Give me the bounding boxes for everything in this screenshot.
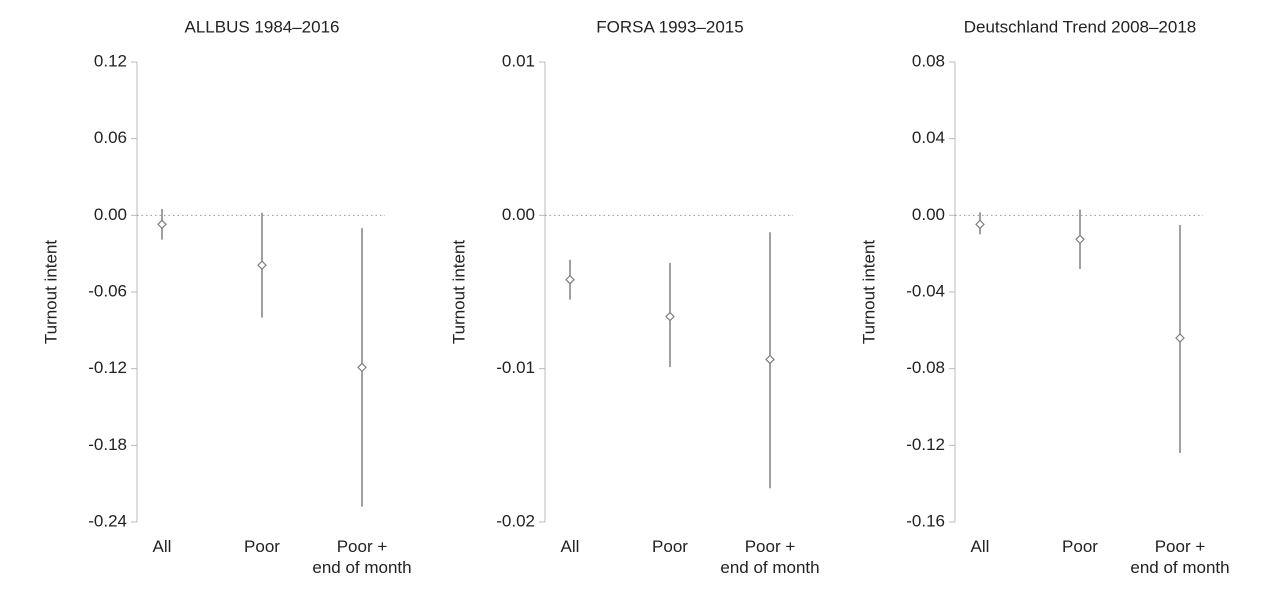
y-tick-label: -0.08	[906, 358, 945, 377]
panel-title: ALLBUS 1984–2016	[184, 17, 339, 36]
y-tick-label: 0.06	[94, 128, 127, 147]
y-tick-label: 0.01	[502, 51, 535, 70]
point-estimate	[975, 219, 985, 230]
y-tick-label: -0.24	[88, 511, 127, 530]
point-estimate	[157, 219, 167, 230]
y-axis-label: Turnout intent	[41, 240, 60, 345]
y-tick-label: 0.00	[502, 205, 535, 224]
y-tick-label: 0.08	[912, 51, 945, 70]
point-estimate	[565, 274, 575, 285]
x-tick-label: All	[560, 537, 580, 556]
point-estimate	[257, 260, 267, 271]
panel-title: Deutschland Trend 2008–2018	[964, 17, 1197, 36]
point-estimate	[1175, 333, 1185, 343]
y-axis-label: Turnout intent	[859, 240, 878, 345]
point-estimate	[765, 354, 775, 365]
x-tick-label: Poor	[652, 537, 688, 556]
y-tick-label: -0.01	[496, 358, 535, 377]
x-tick-label: Poor	[1062, 537, 1098, 556]
y-tick-label: -0.04	[906, 281, 945, 300]
y-tick-label: -0.12	[88, 358, 127, 377]
y-axis-label: Turnout intent	[449, 240, 468, 345]
x-tick-label: Poor	[244, 537, 280, 556]
y-tick-label: 0.00	[912, 205, 945, 224]
x-tick-label: Poor + end of month	[1130, 537, 1230, 577]
y-tick-label: 0.04	[912, 128, 945, 147]
point-estimate	[665, 311, 675, 322]
y-tick-label: -0.16	[906, 511, 945, 530]
x-tick-label: All	[152, 537, 172, 556]
point-estimate	[1075, 234, 1085, 245]
y-tick-label: -0.02	[496, 511, 535, 530]
panel-title: FORSA 1993–2015	[596, 17, 743, 36]
y-tick-label: 0.12	[94, 51, 127, 70]
y-tick-label: -0.06	[88, 281, 127, 300]
x-tick-label: Poor + end of month	[312, 537, 412, 577]
x-tick-label: All	[970, 537, 990, 556]
y-tick-label: -0.12	[906, 435, 945, 454]
point-estimate	[357, 362, 367, 373]
y-tick-label: -0.18	[88, 435, 127, 454]
x-tick-label: Poor + end of month	[720, 537, 820, 577]
y-tick-label: 0.00	[94, 205, 127, 224]
